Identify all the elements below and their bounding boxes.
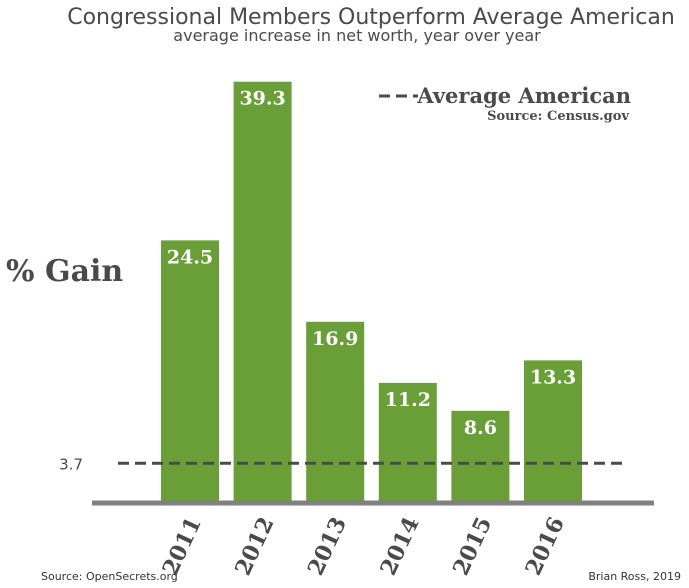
x-tick-label-2013: 2013 xyxy=(303,513,352,579)
x-tick-label-2012: 2012 xyxy=(230,513,279,579)
bar-value-label-2015: 8.6 xyxy=(464,417,497,439)
x-tick-label-2015: 2015 xyxy=(448,513,497,579)
bar-value-label-2016: 13.3 xyxy=(530,366,576,388)
footer-credit: Brian Ross, 2019 xyxy=(588,570,681,583)
chart-subtitle: average increase in net worth, year over… xyxy=(173,26,541,45)
bar-value-label-2013: 16.9 xyxy=(312,328,358,350)
bar-value-label-2012: 39.3 xyxy=(239,88,285,110)
bar-2011 xyxy=(161,240,219,503)
bar-2012 xyxy=(233,81,292,503)
reference-tick-label: 3.7 xyxy=(59,455,83,473)
legend-source: Source: Census.gov xyxy=(487,109,629,124)
bars-group xyxy=(161,81,582,503)
x-tick-labels-group: 2011 2012 2013 2014 2015 2016 xyxy=(157,513,569,579)
chart-title: Congressional Members Outperform Average… xyxy=(67,5,675,30)
bar-labels-group: 24.5 39.3 16.9 11.2 8.6 13.3 xyxy=(167,88,576,439)
footer-source: Source: OpenSecrets.org xyxy=(41,570,178,583)
legend: Average American Source: Census.gov xyxy=(379,83,631,124)
legend-label: Average American xyxy=(416,83,631,108)
x-tick-label-2016: 2016 xyxy=(520,513,569,579)
bar-value-label-2014: 11.2 xyxy=(385,389,431,411)
bar-2014 xyxy=(378,382,437,503)
y-axis-label: % Gain xyxy=(6,254,123,289)
bar-2013 xyxy=(306,321,365,503)
x-tick-label-2014: 2014 xyxy=(375,513,424,579)
bar-2016 xyxy=(524,360,582,503)
bar-2015 xyxy=(451,410,510,503)
bar-value-label-2011: 24.5 xyxy=(167,246,213,268)
